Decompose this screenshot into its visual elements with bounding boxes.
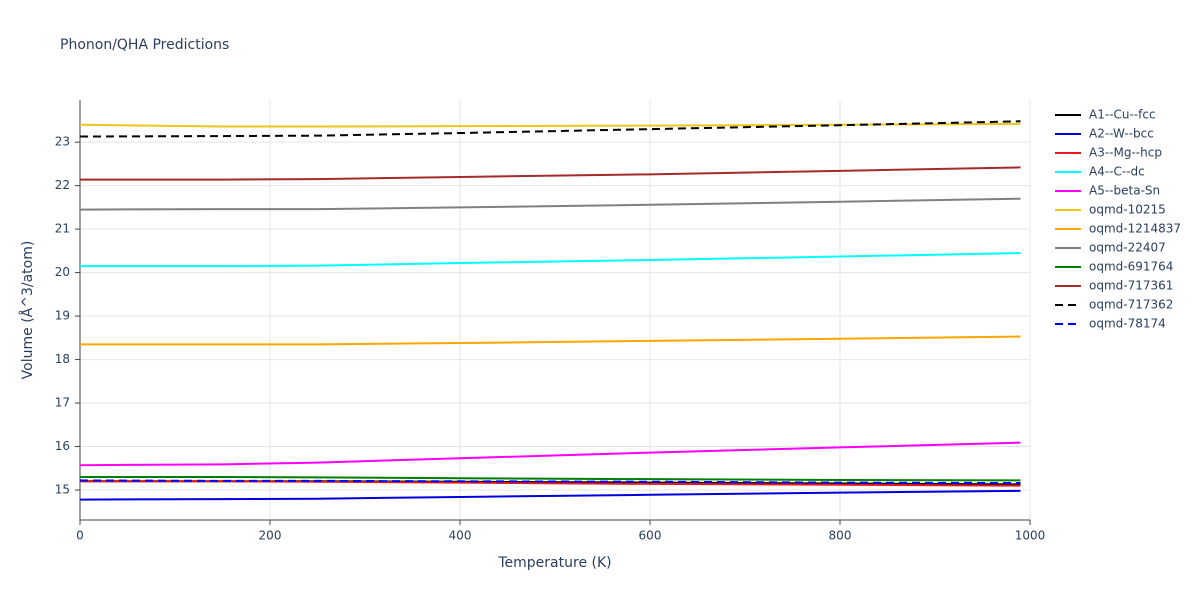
legend-label: A2--W--bcc <box>1089 127 1154 141</box>
x-tick-label: 0 <box>76 529 84 543</box>
legend-label: oqmd-78174 <box>1089 317 1166 331</box>
series-line <box>79 197 1021 211</box>
legend-label: oqmd-10215 <box>1089 203 1166 217</box>
series-line <box>80 252 1021 268</box>
series-line <box>79 441 1021 467</box>
series-line <box>80 335 1021 346</box>
legend-label: oqmd-1214837 <box>1089 222 1181 236</box>
legend-label: A1--Cu--fcc <box>1089 108 1156 122</box>
y-tick-label: 23 <box>55 135 70 149</box>
x-tick-label: 400 <box>449 529 472 543</box>
y-tick-label: 18 <box>55 352 70 366</box>
legend-label: oqmd-717361 <box>1089 279 1173 293</box>
x-tick-label: 1000 <box>1015 529 1046 543</box>
y-tick-label: 19 <box>55 309 70 323</box>
y-tick-label: 20 <box>55 265 70 279</box>
legend-label: oqmd-691764 <box>1089 260 1173 274</box>
x-tick-label: 600 <box>639 529 662 543</box>
legend-label: oqmd-717362 <box>1089 298 1173 312</box>
x-tick-label: 200 <box>259 529 282 543</box>
series-line <box>79 479 1021 485</box>
series-line <box>80 480 1021 487</box>
chart-title: Phonon/QHA Predictions <box>60 37 229 53</box>
y-tick-label: 15 <box>55 483 70 497</box>
x-axis-label: Temperature (K) <box>497 555 611 571</box>
y-tick-label: 17 <box>55 396 70 410</box>
series-line <box>80 166 1021 181</box>
series-line <box>80 475 1021 482</box>
series-line <box>79 120 1021 138</box>
legend-label: oqmd-22407 <box>1089 241 1166 255</box>
y-tick-label: 21 <box>55 222 70 236</box>
x-tick-label: 800 <box>829 529 852 543</box>
y-tick-label: 16 <box>55 439 70 453</box>
legend-label: A4--C--dc <box>1089 165 1145 179</box>
series-line <box>79 489 1021 501</box>
y-axis-label: Volume (Å^3/atom) <box>19 241 36 380</box>
legend-label: A3--Mg--hcp <box>1089 146 1162 160</box>
legend-label: A5--beta-Sn <box>1089 184 1160 198</box>
y-tick-label: 22 <box>55 178 70 192</box>
